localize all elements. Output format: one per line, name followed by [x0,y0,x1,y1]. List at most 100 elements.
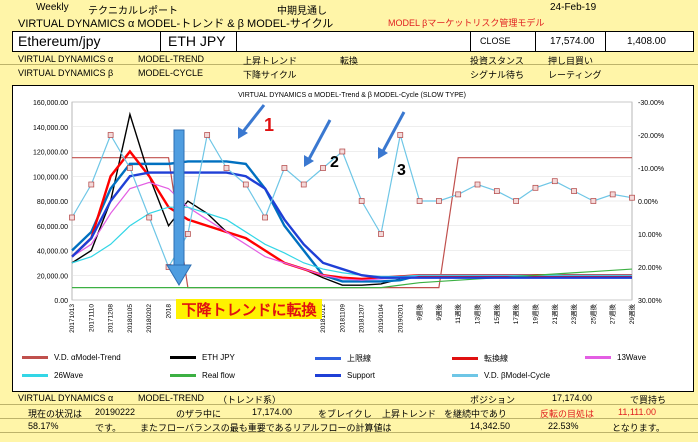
status-label: 現在の状況は [28,409,83,419]
x-tick-label: 20181012 [320,304,327,333]
x-tick-label: 20181207 [359,304,366,333]
annotation-2: 2 [330,154,339,171]
cycle-point [185,231,191,237]
cycle-point [262,214,268,221]
realflow-value: 14,342.50 [470,421,511,431]
beta-model: MODEL-CYCLE [138,68,204,78]
series-line [71,206,632,278]
x-tick-label: 19週後 [530,304,539,325]
series-line [71,133,633,269]
legend-label: V.D. βModel-Cycle [484,371,551,380]
cycle-point [339,148,346,155]
legend-swatch [585,356,611,360]
footer-model-label: VIRTUAL DYNAMICS α [18,393,114,403]
legend-label: Real flow [202,371,235,380]
cycle-point [513,198,519,204]
reversal-label: 反転の目処は [540,409,595,419]
legend-label: 13Wave [617,353,647,362]
cycle-point [609,191,616,198]
cycle-point [320,165,326,171]
y-left-tick: 120,000.00 [33,150,68,157]
legend-swatch [170,356,196,360]
x-tick-label: 20181109 [339,304,346,333]
x-tick-label: 2018 [166,304,173,319]
cycle-point [455,191,462,198]
ratio-value: 58.17% [28,421,59,431]
x-tick-label: 25週後 [588,304,597,325]
x-axis-labels: 20171013 20171110 20171208 20180105 20180202… [69,304,636,333]
arrow-2 [306,119,332,162]
stance-label: 投資スタンス [470,56,524,66]
y-left-tick: 0.00 [54,298,68,305]
x-tick-label: 13週後 [473,304,482,325]
legend-swatch [452,357,478,361]
change-value: 1,408.00 [627,36,666,47]
legend-label: V.D. αModel-Trend [54,353,121,362]
annotation-1: 1 [264,115,274,135]
legend-swatch [170,374,196,378]
status-break: をブレイクし [318,409,372,419]
x-tick-label: 9週後 [434,304,443,321]
legend-item: V.D. βModel-Cycle [452,371,550,380]
closing-text: となります。 [612,423,665,433]
cycle-point [571,188,577,194]
x-tick-label: 27週後 [608,304,617,325]
cycle-point [223,165,230,171]
footer-trend-type: （トレンド系） [218,395,282,405]
close-label: CLOSE [480,36,511,46]
alpha-label: VIRTUAL DYNAMICS α [18,54,114,64]
cycle-point [127,165,133,171]
cycle-point [493,188,500,194]
status-trend: 上昇トレンド [382,409,437,419]
y-left-tick: 80,000.00 [37,199,68,206]
report-date: 24-Feb-19 [550,2,597,13]
close-value: 17,574.00 [550,36,595,47]
cycle-point [474,181,481,188]
cycle-point [107,132,114,138]
x-tick-label: 20190104 [378,304,385,333]
chart-grid [71,101,633,301]
y-right-tick: 0.00% [638,199,658,206]
legend-item: 転換線 [452,353,508,364]
cycle-point [590,198,597,204]
x-tick-label: 20180105 [127,304,134,333]
stance-value: 押し目買い [548,56,594,66]
annotation-3: 3 [397,162,406,179]
cycle-point [358,198,365,204]
x-tick-label: 15週後 [492,304,501,325]
status-date: 20190222 [95,407,136,417]
down-arrow-head [166,264,192,286]
arrow-3 [380,111,406,154]
weekly-label: Weekly [36,2,69,13]
y-left-tick: 60,000.00 [37,224,68,231]
chart-title: VIRTUAL DYNAMICS α MODEL-Trend & β MODEL… [238,92,466,99]
y-axis-right: -30.00% -20.00% -10.00% 0.00% 10.00% 20.00% 30… [638,100,664,305]
report-label: テクニカルレポート [88,6,178,17]
beta-label: VIRTUAL DYNAMICS β [18,68,114,78]
legend-swatch [22,356,48,360]
series-line [71,181,632,281]
x-tick-label: 11週後 [453,304,462,324]
cycle-point [416,198,423,204]
cycle-point [88,181,95,188]
cycle-point [532,184,539,191]
legend-label: ETH JPY [202,353,235,362]
y-left-tick: 40,000.00 [37,249,68,256]
y-right-tick: 10.00% [638,232,662,239]
x-tick-label: 20171110 [88,304,95,332]
x-tick-label: 20180202 [146,304,153,333]
status-intraday: のザラ中に [176,409,222,419]
legend-item: Real flow [170,371,235,380]
cycle-point [281,165,288,171]
y-right-tick: -20.00% [638,133,664,140]
status-break-value: 17,174.00 [252,407,293,417]
status-continuing: を継続中であり [444,409,507,419]
series-line [72,268,633,289]
reversal-value: 11,111.00 [618,407,657,417]
x-tick-label: 23週後 [569,304,578,325]
legend-item: Support [315,371,375,380]
y-right-tick: -10.00% [638,166,664,173]
down-arrow [173,129,185,271]
legend-item: ETH JPY [170,353,235,362]
legend-swatch [22,374,48,378]
